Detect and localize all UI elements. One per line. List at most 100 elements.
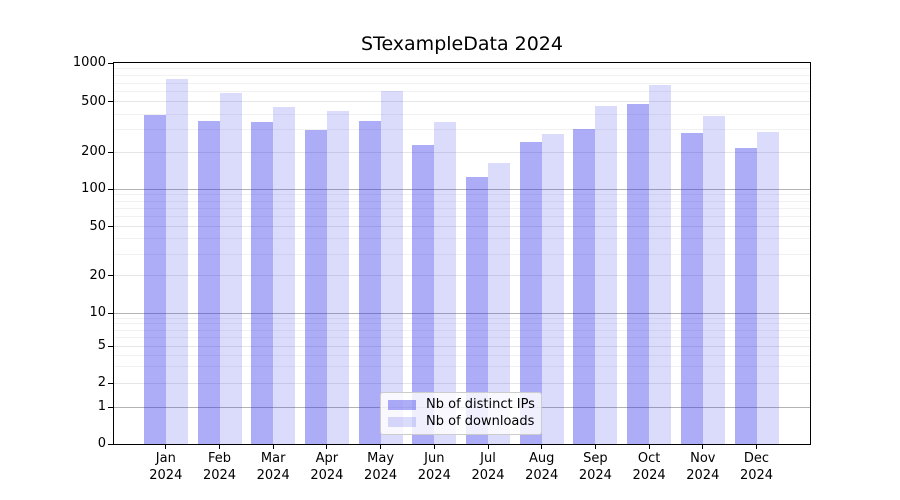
- bar-nb-of-downloads-jul: [488, 162, 510, 444]
- bar-nb-of-downloads-dec: [756, 131, 779, 444]
- y-tick-0: [108, 443, 113, 445]
- legend-item-distinct-ips: Nb of distinct IPs: [381, 396, 541, 412]
- minor-gridline-900: [114, 68, 810, 70]
- minor-gridline-600: [114, 91, 810, 93]
- x-tick-year: 2024: [525, 467, 559, 483]
- y-tick-5: [108, 345, 113, 347]
- x-tick-apr: [326, 445, 328, 449]
- x-tick-month: Jul: [480, 451, 496, 466]
- y-tick-label-50: 50: [89, 218, 106, 234]
- bar-nb-of-downloads-nov: [702, 115, 725, 444]
- x-tick-month: Sep: [583, 451, 608, 466]
- x-tick-month: Oct: [637, 451, 661, 466]
- bar-nb-of-downloads-jan: [165, 79, 188, 444]
- bar-nb-of-downloads-aug: [541, 133, 564, 444]
- x-tick-year: 2024: [202, 467, 237, 483]
- y-tick-label-10: 10: [89, 305, 106, 321]
- x-tick-year: 2024: [149, 467, 183, 483]
- y-tick-label-5: 5: [97, 338, 106, 354]
- bar-nb-of-distinct-ips-feb: [197, 120, 220, 444]
- x-tick-month: Apr: [315, 451, 339, 466]
- minor-gridline-300: [114, 129, 810, 131]
- gridline-5: [114, 345, 810, 347]
- bar-nb-of-distinct-ips-jul: [466, 177, 488, 444]
- minor-gridline-90: [114, 194, 810, 196]
- x-tick-label-may: May 2024: [349, 451, 413, 484]
- minor-gridline-8: [114, 323, 810, 325]
- x-tick-year: 2024: [364, 467, 398, 483]
- x-tick-month: Jun: [424, 451, 445, 466]
- x-tick-sep: [594, 445, 596, 449]
- x-tick-label-jan: Jan 2024: [134, 451, 198, 484]
- x-tick-label-mar: Mar 2024: [241, 451, 305, 484]
- minor-gridline-800: [114, 75, 810, 77]
- y-tick-1000: [108, 62, 113, 64]
- y-tick-label-500: 500: [81, 93, 106, 109]
- bar-nb-of-distinct-ips-may: [358, 120, 381, 444]
- bar-nb-of-distinct-ips-dec: [734, 148, 757, 444]
- x-tick-month: Feb: [207, 451, 232, 466]
- minor-gridline-4: [114, 354, 810, 356]
- legend: Nb of distinct IPs Nb of downloads: [380, 392, 542, 435]
- x-tick-feb: [219, 445, 220, 449]
- bar-nb-of-downloads-oct: [649, 85, 672, 444]
- legend-swatch-downloads: [388, 417, 416, 428]
- y-tick-20: [108, 275, 113, 277]
- y-tick-label-0: 0: [97, 436, 106, 451]
- minor-gridline-3: [114, 366, 810, 368]
- x-tick-nov: [702, 445, 704, 449]
- bar-nb-of-downloads-may: [380, 90, 403, 444]
- x-tick-month: Mar: [260, 451, 286, 466]
- y-tick-label-2: 2: [97, 375, 106, 391]
- x-tick-label-nov: Nov 2024: [671, 451, 735, 484]
- minor-gridline-700: [114, 82, 810, 84]
- plot-area: [113, 62, 811, 445]
- x-tick-year: 2024: [632, 467, 666, 483]
- x-tick-label-feb: Feb 2024: [188, 451, 252, 484]
- legend-label-downloads: Nb of downloads: [426, 414, 535, 430]
- x-tick-mar: [272, 445, 274, 449]
- x-tick-aug: [541, 445, 543, 449]
- gridline-50: [114, 226, 810, 228]
- minor-gridline-60: [114, 216, 810, 218]
- x-tick-year: 2024: [417, 467, 451, 483]
- bar-nb-of-downloads-sep: [595, 105, 618, 444]
- gridline-100: [114, 188, 810, 190]
- bar-nb-of-distinct-ips-jan: [143, 114, 166, 444]
- x-tick-label-sep: Sep 2024: [563, 451, 627, 484]
- y-tick-2: [108, 382, 113, 384]
- legend-item-downloads: Nb of downloads: [381, 415, 541, 429]
- y-tick-1: [108, 406, 113, 408]
- x-tick-may: [380, 445, 382, 449]
- legend-label-distinct-ips: Nb of distinct IPs: [426, 396, 535, 412]
- bar-nb-of-downloads-mar: [273, 107, 296, 444]
- x-tick-oct: [648, 445, 650, 449]
- bar-nb-of-distinct-ips-nov: [680, 132, 703, 444]
- bar-nb-of-distinct-ips-apr: [304, 129, 327, 444]
- minor-gridline-400: [114, 113, 810, 115]
- bar-nb-of-distinct-ips-jun: [412, 144, 435, 444]
- x-tick-label-apr: Apr 2024: [295, 451, 359, 484]
- y-tick-label-100: 100: [81, 181, 106, 197]
- x-tick-month: Aug: [528, 451, 555, 466]
- bar-nb-of-downloads-apr: [326, 111, 349, 444]
- bar-nb-of-distinct-ips-mar: [251, 121, 274, 444]
- gridline-500: [114, 101, 810, 103]
- gridline-200: [114, 151, 810, 153]
- x-tick-year: 2024: [471, 467, 505, 483]
- bar-nb-of-downloads-feb: [219, 92, 242, 444]
- bar-nb-of-distinct-ips-aug: [519, 142, 542, 444]
- x-tick-year: 2024: [310, 467, 344, 483]
- x-tick-dec: [756, 445, 757, 449]
- x-tick-jun: [433, 445, 435, 449]
- y-tick-label-20: 20: [89, 267, 106, 283]
- x-tick-month: Dec: [743, 451, 770, 466]
- x-tick-label-jul: Jul 2024: [456, 451, 520, 484]
- gridline-10: [114, 312, 810, 314]
- y-tick-label-1000: 1000: [72, 55, 106, 70]
- y-tick-label-200: 200: [81, 144, 106, 160]
- minor-gridline-6: [114, 337, 810, 339]
- y-tick-200: [108, 151, 113, 153]
- x-tick-label-oct: Oct 2024: [617, 451, 681, 484]
